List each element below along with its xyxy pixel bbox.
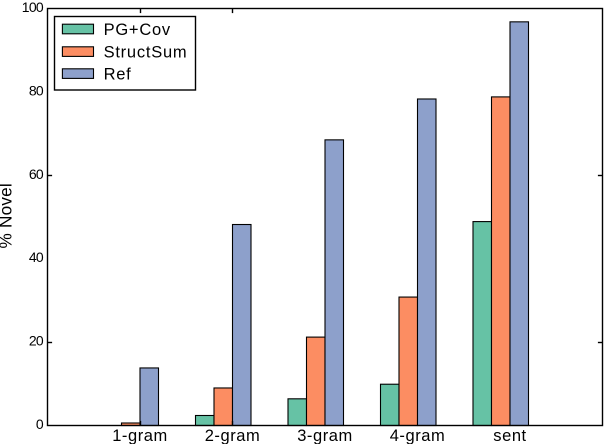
svg-text:PG+Cov: PG+Cov: [104, 21, 171, 39]
svg-text:StructSum: StructSum: [104, 44, 188, 62]
svg-text:80: 80: [29, 82, 44, 98]
svg-text:4-gram: 4-gram: [390, 427, 446, 444]
svg-text:0: 0: [36, 416, 44, 432]
svg-text:100: 100: [22, 0, 44, 15]
svg-text:40: 40: [29, 249, 44, 265]
svg-text:60: 60: [29, 166, 44, 182]
svg-text:20: 20: [29, 333, 44, 349]
svg-text:1-gram: 1-gram: [112, 427, 168, 444]
svg-text:sent: sent: [493, 427, 526, 444]
svg-text:Ref: Ref: [104, 66, 132, 84]
svg-text:3-gram: 3-gram: [297, 427, 353, 444]
svg-text:2-gram: 2-gram: [205, 427, 261, 444]
svg-text:% Novel: % Novel: [0, 183, 16, 248]
